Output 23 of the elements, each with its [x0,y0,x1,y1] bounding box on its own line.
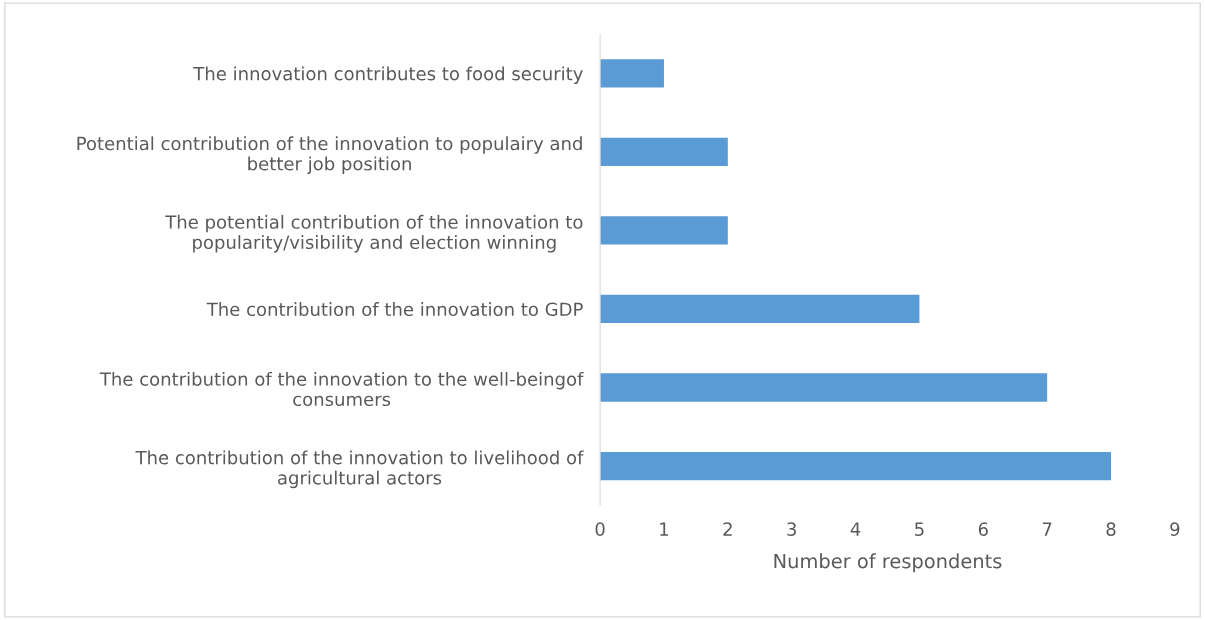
x-tick-label: 8 [1106,522,1116,536]
bar [600,451,1112,481]
x-tick-label: 4 [850,522,861,536]
bar [600,59,664,88]
x-tick-label: 9 [1170,522,1180,536]
bar [600,137,728,167]
x-axis-title: Number of respondents [774,553,1002,573]
x-tick-label: 3 [787,522,796,536]
y-tick-label: The potential contribution of the innovation to popularity/visibility and election winning [165,214,583,253]
x-tick-label: 1 [660,522,669,536]
bar [600,373,1048,402]
y-tick-label: Potential contribution of the innovation to populairy and better job position [77,136,582,174]
bar [600,294,920,324]
x-tick-label: 0 [595,522,605,536]
y-tick-label: The contribution of the innovation to the well-beingof consumers [99,371,584,407]
x-tick-label: 2 [723,522,732,536]
x-tick-label: 5 [915,522,924,536]
y-tick-label: The innovation contributes to food security [193,66,583,84]
x-tick-label: 7 [1042,522,1052,536]
x-tick-label: 6 [978,522,988,536]
y-tick-label: The contribution of the innovation to livelihood of agricultural actors [135,450,584,489]
bar [600,216,728,245]
y-tick-label: The contribution of the innovation to GDP [206,302,583,317]
